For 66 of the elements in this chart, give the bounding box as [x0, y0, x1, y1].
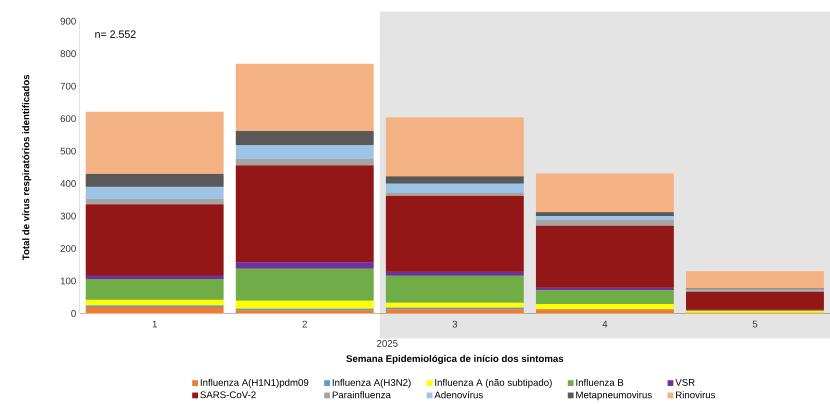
legend-label: Adenovírus — [434, 391, 483, 398]
bar — [86, 198, 224, 204]
bar — [536, 304, 674, 310]
bar — [236, 310, 374, 314]
y-tick-label: 600 — [60, 115, 76, 122]
x-axis-title: Semana Epidemiológica de início dos sintomas — [346, 354, 564, 364]
bar — [536, 212, 674, 216]
bar — [86, 300, 224, 306]
annotation: n= 2.552 — [95, 30, 136, 38]
bar — [386, 309, 524, 314]
bar — [86, 275, 224, 279]
bar — [536, 220, 674, 226]
bar — [236, 64, 374, 131]
legend-label: Rinovirus — [676, 391, 716, 398]
y-tick-label: 700 — [60, 82, 76, 90]
bar — [236, 130, 374, 146]
legend-label: VSR — [675, 378, 695, 386]
legend-label: Influenza A(H1N1)pdm09 — [200, 378, 308, 388]
legend-label: SARS-CoV-2 — [200, 391, 256, 398]
bar — [536, 216, 674, 220]
y-tick-label: 300 — [60, 212, 76, 220]
bar — [686, 271, 824, 288]
y-tick-label: 500 — [60, 148, 76, 154]
bar — [536, 310, 674, 314]
bar — [536, 290, 674, 304]
x-tick-label: 2 — [302, 320, 307, 328]
y-tick-label: 400 — [60, 180, 76, 187]
bar — [236, 300, 374, 309]
bar — [386, 272, 524, 276]
legend-label: Influenza A(H3N2) — [332, 378, 411, 388]
bar — [536, 173, 674, 212]
legend-label: Influenza A (não subtipado) — [435, 378, 552, 388]
bar — [86, 186, 224, 199]
y-tick-label: 0 — [71, 310, 76, 317]
bar — [386, 176, 524, 184]
legend-label: Metapneumovirus — [576, 391, 652, 400]
y-axis-title: Total de vírus respiratórios identificados — [22, 74, 32, 260]
x-tick-label: 5 — [752, 320, 758, 328]
bar — [386, 184, 524, 193]
legend-label: Influenza B — [576, 378, 624, 386]
x-tick-label: 1 — [152, 320, 157, 328]
bar — [236, 158, 374, 166]
bar — [386, 275, 524, 303]
text: 2025 — [377, 340, 398, 347]
bar — [86, 204, 224, 276]
bar — [236, 268, 374, 301]
bar — [686, 292, 824, 310]
y-tick-label: 200 — [60, 245, 76, 252]
bar — [86, 174, 224, 187]
bar — [236, 145, 374, 159]
bar — [86, 278, 224, 300]
legend-label: Parainfluenza — [332, 391, 391, 398]
bar — [386, 196, 524, 272]
bar — [386, 192, 524, 196]
bar — [386, 302, 524, 308]
x-tick-label: 4 — [602, 320, 608, 328]
bar — [86, 112, 224, 174]
x-tick-label: 3 — [452, 320, 458, 328]
bar — [386, 117, 524, 176]
bar — [236, 165, 374, 262]
y-tick-label: 800 — [60, 50, 76, 58]
bar — [86, 306, 224, 314]
bar — [236, 262, 374, 269]
bar — [536, 226, 674, 288]
y-tick-label: 900 — [60, 18, 76, 25]
y-tick-label: 100 — [60, 278, 76, 284]
